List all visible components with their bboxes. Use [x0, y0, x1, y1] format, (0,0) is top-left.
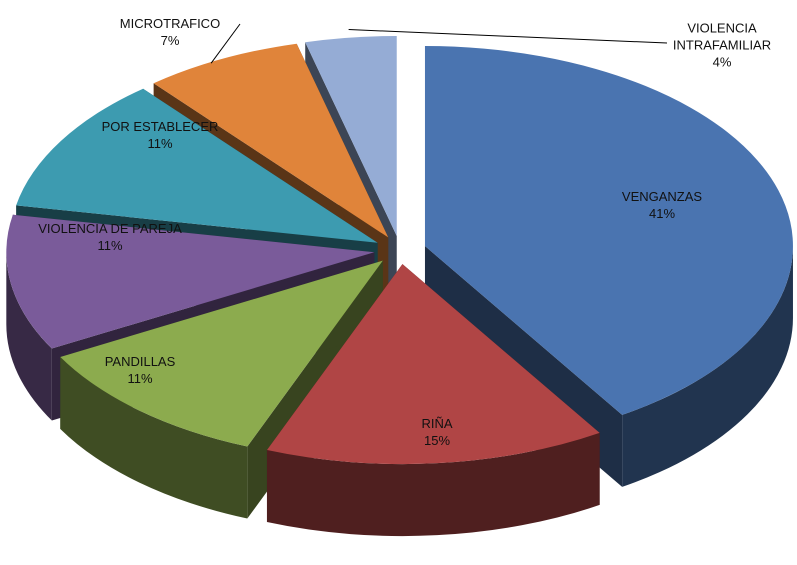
slice: [60, 260, 383, 447]
value-label: 15%: [423, 433, 451, 448]
value-label: 11%: [127, 371, 153, 386]
value-label: 11%: [147, 136, 173, 151]
slice-label: VIOLENCIA INTRAFAMILIAR 4%: [657, 20, 787, 71]
slice: [6, 214, 375, 349]
slice: [266, 264, 600, 465]
category-label: PANDILLAS: [104, 354, 176, 369]
slice: [153, 43, 389, 238]
category-label: VIOLENCIA INTRAFAMILIAR: [672, 20, 772, 53]
category-label: VIOLENCIA DE PAREJA: [38, 221, 182, 236]
slice-wall: [60, 356, 248, 519]
value-label: 7%: [160, 33, 180, 48]
slice-label: RIÑA 15%: [347, 415, 527, 449]
slice: [424, 46, 793, 415]
category-label: POR ESTABLECER: [101, 119, 219, 134]
value-label: 41%: [648, 206, 676, 221]
leader-line: [210, 23, 241, 64]
slice: [16, 88, 378, 243]
slice-label: VIOLENCIA DE PAREJA 11%: [20, 220, 200, 254]
slice-label: MICROTRAFICO 7%: [80, 15, 260, 49]
slice-label: POR ESTABLECER 11%: [70, 118, 250, 152]
slice-wall: [6, 252, 52, 421]
slice-wall: [266, 432, 600, 537]
value-label: 11%: [97, 238, 123, 253]
leader-line: [348, 29, 668, 44]
category-label: MICROTRAFICO: [119, 16, 221, 31]
category-label: VENGANZAS: [621, 189, 703, 204]
category-label: RIÑA: [421, 416, 453, 431]
slice-label: VENGANZAS 41%: [572, 188, 752, 222]
slice-wall: [622, 246, 793, 487]
slice: [305, 35, 397, 236]
value-label: 4%: [712, 54, 732, 70]
slice-label: PANDILLAS 11%: [50, 353, 230, 387]
